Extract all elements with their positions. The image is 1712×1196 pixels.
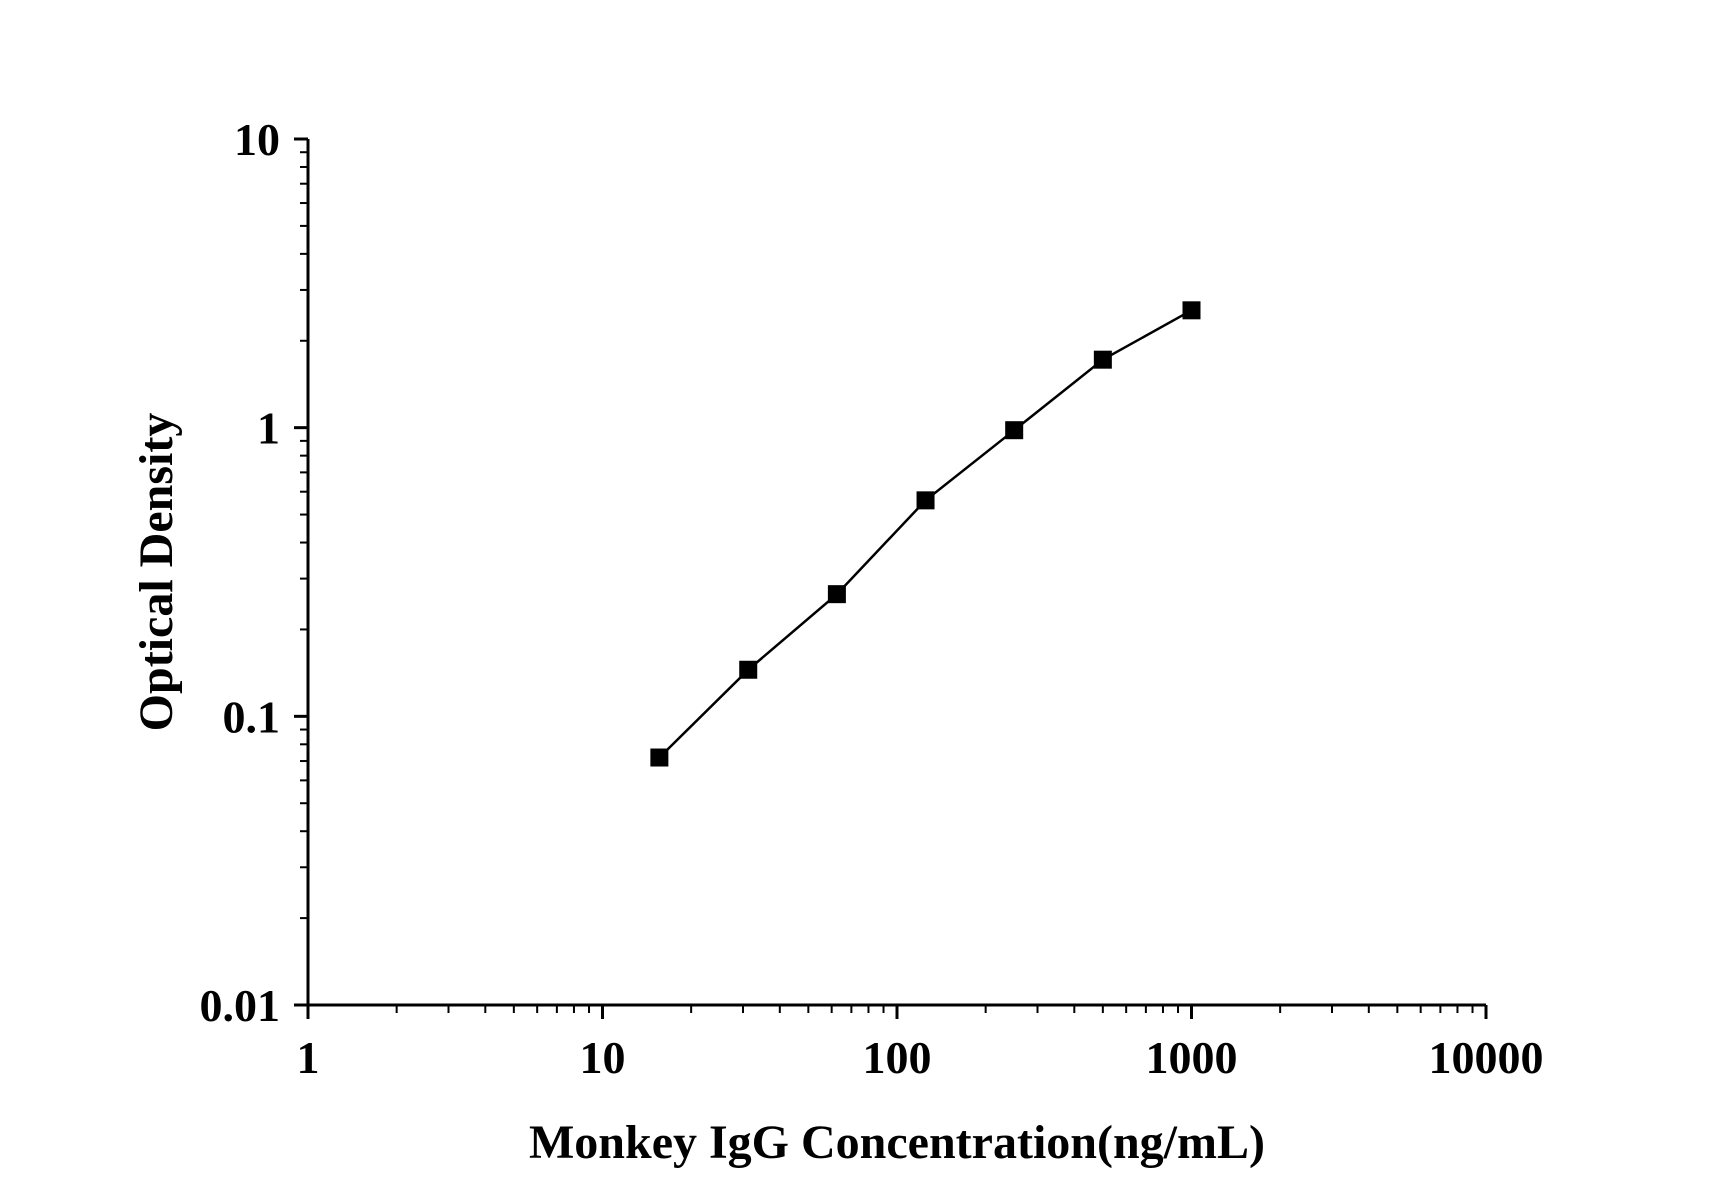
data-point-marker: [1093, 350, 1112, 369]
x-tick-label: 10: [580, 1032, 626, 1083]
x-tick-label: 1: [297, 1032, 320, 1083]
data-point-marker: [1182, 301, 1201, 320]
axis-ticks: [294, 137, 1488, 1019]
series-line: [658, 309, 1193, 759]
y-axis-title: Optical Density: [130, 413, 183, 732]
data-point-marker: [827, 585, 846, 604]
y-tick-label: 10: [234, 114, 280, 165]
data-series: [650, 301, 1201, 767]
axis-tick-labels: 1 10 100 1000 10000 0.01 0.1 1 10: [200, 114, 1544, 1083]
y-tick-label: 0.1: [223, 691, 281, 742]
data-point-marker: [739, 660, 758, 679]
y-tick-label: 0.01: [200, 980, 281, 1031]
data-point-marker: [650, 748, 669, 767]
x-axis-title: Monkey IgG Concentration(ng/mL): [529, 1116, 1265, 1169]
x-tick-label: 10000: [1429, 1032, 1544, 1083]
x-tick-label: 1000: [1146, 1032, 1238, 1083]
x-tick-label: 100: [863, 1032, 932, 1083]
data-point-marker: [916, 491, 935, 510]
axes: [306, 139, 1486, 1007]
y-tick-label: 1: [257, 403, 280, 454]
data-point-marker: [1005, 421, 1024, 440]
